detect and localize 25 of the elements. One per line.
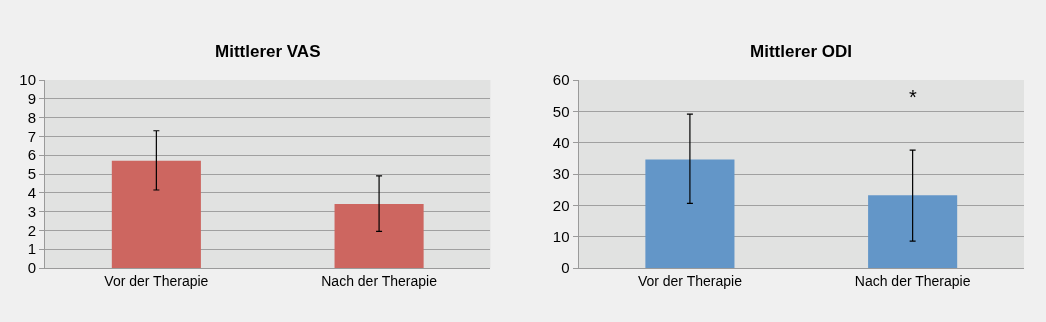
chart-title: Mittlerer VAS xyxy=(215,42,321,61)
y-tick-label: 2 xyxy=(27,221,36,239)
x-tick-label: Vor der Therapie xyxy=(637,272,743,289)
y-tick-label: 3 xyxy=(27,202,36,220)
y-tick-label: 40 xyxy=(552,133,570,151)
y-tick-label: 10 xyxy=(552,227,570,245)
annotation: * xyxy=(909,86,917,108)
y-tick-label: 7 xyxy=(27,127,36,145)
y-tick-label: 9 xyxy=(27,90,36,108)
x-tick-label: Nach der Therapie xyxy=(321,272,438,289)
y-tick-label: 0 xyxy=(27,259,36,277)
y-tick-label: 8 xyxy=(27,108,36,126)
x-tick-label: Nach der Therapie xyxy=(854,272,971,289)
y-tick-label: 0 xyxy=(561,259,570,277)
y-tick-label: 20 xyxy=(552,196,570,214)
chart-title: Mittlerer ODI xyxy=(750,42,853,61)
y-tick-label: 30 xyxy=(552,165,570,183)
y-tick-label: 6 xyxy=(27,146,36,164)
y-tick-label: 50 xyxy=(552,102,570,120)
y-tick-label: 1 xyxy=(27,240,36,258)
y-tick-label: 5 xyxy=(27,165,36,183)
y-tick-label: 4 xyxy=(27,184,36,202)
y-tick-label: 60 xyxy=(552,71,570,89)
x-tick-label: Vor der Therapie xyxy=(104,272,209,289)
y-tick-label: 10 xyxy=(19,71,36,89)
